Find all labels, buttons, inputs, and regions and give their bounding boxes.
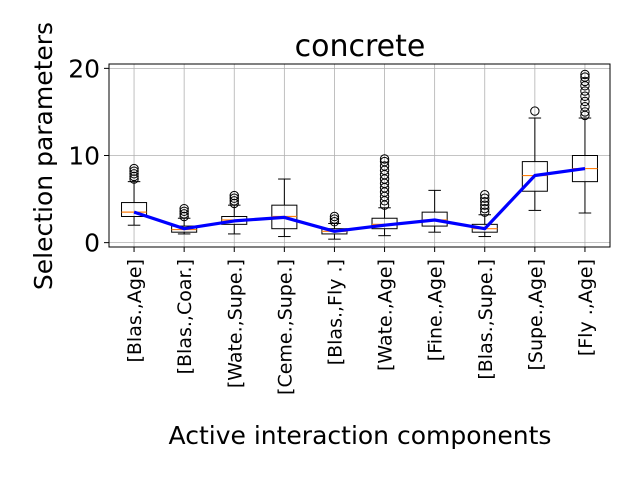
x-axis-label: Active interaction components (169, 421, 552, 450)
x-tick-label: [Blas.,Coar.] (174, 259, 196, 374)
box-1 (121, 163, 148, 226)
outlier-point (379, 161, 390, 171)
y-axis: 0 10 20 (68, 54, 109, 258)
outlier-point (480, 193, 490, 203)
outlier-point (480, 203, 490, 214)
outlier-point (580, 69, 590, 80)
outlier-point (179, 206, 189, 216)
y-tick-label: 10 (68, 142, 100, 171)
chart-title: concrete (295, 29, 426, 64)
outlier-point (580, 102, 590, 112)
outlier-point (480, 190, 490, 200)
box-iqr (421, 211, 448, 227)
outlier-point (480, 207, 490, 217)
outlier-point (129, 163, 139, 174)
series-line (133, 167, 586, 233)
outlier-point (129, 169, 139, 179)
y-tick-label: 0 (84, 229, 100, 258)
outlier-point (480, 200, 490, 210)
outlier-point (379, 156, 390, 167)
outlier-point (179, 211, 189, 222)
outlier-point (229, 196, 239, 206)
x-axis: [Blas.,Age] [Blas.,Coar.] [Wate.,Supe.] [Ce… (124, 247, 597, 395)
x-tick-label: [Blas.,Fly .] (324, 259, 346, 365)
box-iqr (521, 161, 548, 192)
outlier-point (329, 217, 340, 227)
outlier-point (229, 190, 239, 201)
box-7 (421, 189, 448, 233)
outlier-point (229, 193, 239, 203)
x-tick-label: [Ceme.,Supe.] (274, 259, 296, 395)
x-tick-label: [Wate.,Supe.] (224, 259, 246, 388)
outlier-point (580, 76, 590, 87)
outlier-point (379, 154, 390, 164)
outlier-point (129, 174, 139, 184)
outlier-point (179, 209, 189, 219)
outlier-point (530, 106, 540, 116)
x-tick-label: [Blas.,Supe.] (475, 259, 497, 380)
box-9 (521, 106, 548, 211)
x-tick-label: [Blas.,Age] (124, 259, 146, 363)
outlier-point (229, 198, 239, 209)
outlier-point (480, 196, 490, 207)
outlier-point (580, 86, 590, 96)
x-tick-label: [Fine.,Age] (425, 259, 447, 361)
outlier-point (580, 96, 590, 107)
box-iqr (121, 202, 148, 218)
outlier-point (179, 203, 189, 214)
outlier-point (129, 171, 139, 182)
outlier-point (580, 91, 590, 101)
box-plot-marks (121, 69, 598, 240)
y-tick-label: 20 (68, 54, 100, 83)
outlier-point (329, 211, 340, 222)
outlier-point (129, 166, 139, 176)
x-tick-label: [Fly .,Age] (575, 259, 597, 356)
outlier-point (329, 214, 340, 224)
box-3 (221, 190, 248, 235)
box-2 (171, 203, 198, 235)
x-tick-label: [Supe.,Age] (525, 259, 547, 371)
box-10 (571, 69, 598, 214)
y-axis-label: Selection parameters (29, 22, 58, 290)
outlier-point (580, 72, 590, 82)
x-tick-label: [Wate.,Age] (375, 259, 397, 371)
outlier-point (580, 107, 590, 117)
